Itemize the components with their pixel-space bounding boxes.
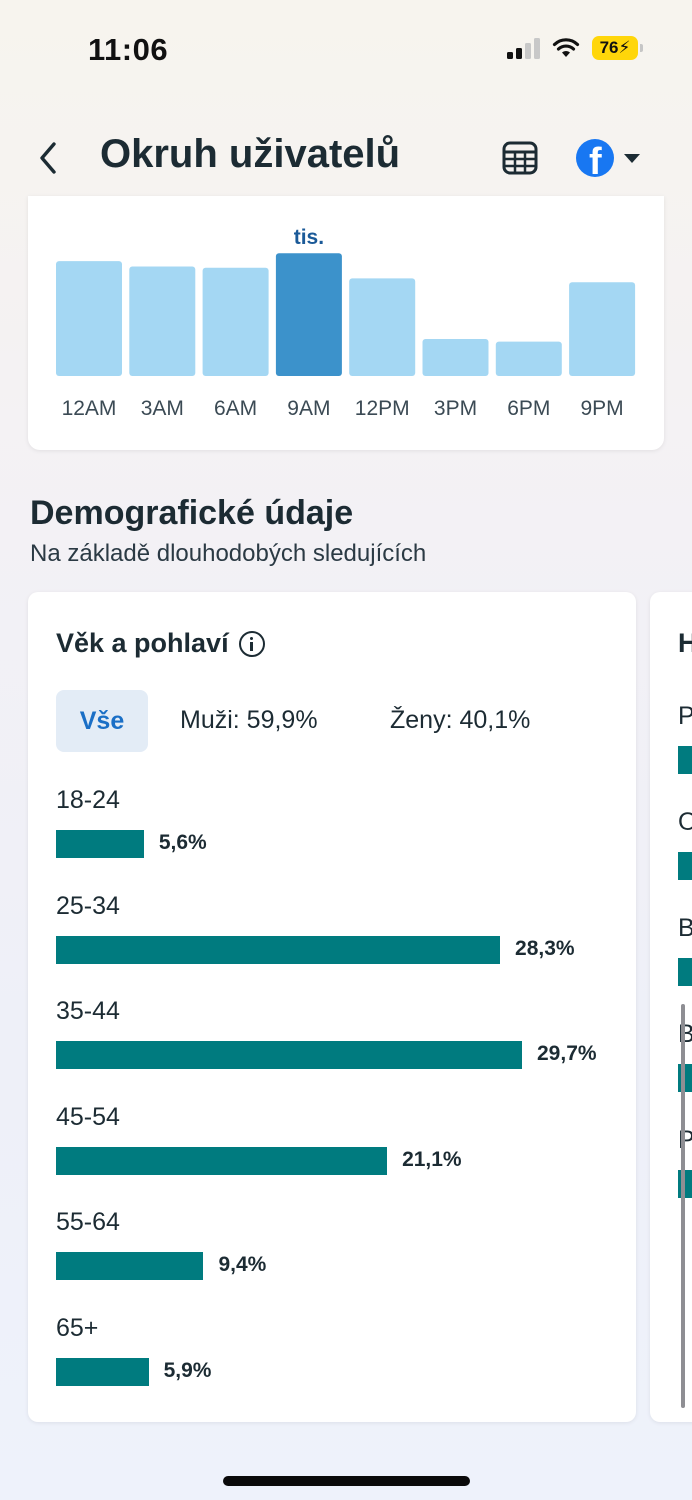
x-tick-label: 6PM bbox=[507, 397, 550, 420]
top-nav-bar: Okruh uživatelů f bbox=[0, 118, 692, 198]
info-icon[interactable] bbox=[238, 630, 265, 657]
wifi-icon bbox=[552, 38, 580, 57]
x-tick-label: 12PM bbox=[355, 397, 410, 420]
age-row: 35-44 29,7% bbox=[56, 997, 616, 1103]
demographics-subtitle: Na základě dlouhodobých sledujících bbox=[30, 540, 427, 567]
age-percent-value: 5,9% bbox=[163, 1358, 212, 1382]
age-bar bbox=[56, 1357, 149, 1386]
next-card-bar bbox=[678, 958, 692, 986]
age-percent-value: 5,6% bbox=[158, 831, 207, 854]
home-indicator[interactable] bbox=[223, 1476, 470, 1486]
age-range-label: 45-54 bbox=[56, 1102, 120, 1131]
page-title: Okruh uživatelů bbox=[100, 132, 401, 176]
age-bar bbox=[56, 1146, 388, 1175]
charging-bolt-icon: ⚡︎ bbox=[618, 38, 631, 57]
demographics-title: Demografické údaje bbox=[30, 494, 354, 532]
age-bar bbox=[56, 1041, 522, 1069]
age-bar bbox=[56, 935, 501, 964]
x-tick-label: 9AM bbox=[287, 397, 330, 420]
age-bar bbox=[56, 1252, 204, 1280]
age-range-label: 65+ bbox=[56, 1313, 99, 1342]
age-range-label: 25-34 bbox=[56, 891, 120, 920]
next-card-item-label: B bbox=[678, 914, 692, 942]
next-card-title: H bbox=[678, 628, 692, 658]
filter-men-button[interactable]: Muži: 59,9% bbox=[180, 706, 318, 734]
age-percent-value: 9,4% bbox=[218, 1253, 267, 1276]
x-tick-label: 9PM bbox=[581, 397, 624, 420]
activity-bar-9am[interactable] bbox=[275, 253, 342, 376]
filter-all-button[interactable]: Vše bbox=[56, 690, 148, 752]
chevron-left-icon bbox=[40, 142, 56, 174]
age-percent-value: 28,3% bbox=[515, 936, 575, 960]
table-view-button[interactable] bbox=[500, 138, 540, 178]
activity-bar-12am[interactable] bbox=[56, 261, 122, 376]
age-row: 55-64 9,4% bbox=[56, 1208, 616, 1314]
activity-bar-9pm[interactable] bbox=[569, 282, 636, 376]
account-switcher-button[interactable]: f bbox=[576, 136, 652, 180]
age-row: 65+ 5,9% bbox=[56, 1314, 616, 1420]
x-tick-label: 3AM bbox=[141, 397, 184, 420]
next-card-bar bbox=[678, 852, 692, 880]
age-gender-card: Věk a pohlaví Vše Muži: 59,9% Ženy: 40,1… bbox=[28, 592, 636, 1422]
status-time: 11:06 bbox=[88, 32, 169, 67]
x-tick-label: 6AM bbox=[214, 397, 257, 420]
status-icons: 76 ⚡︎ bbox=[507, 36, 643, 60]
battery-level: 76 bbox=[599, 38, 619, 57]
activity-bar-3am[interactable] bbox=[129, 266, 196, 376]
age-gender-title-row: Věk a pohlaví bbox=[56, 628, 265, 659]
age-gender-title: Věk a pohlaví bbox=[56, 628, 229, 658]
x-tick-label: 12AM bbox=[62, 397, 117, 420]
age-distribution-list: 18-24 5,6% 25-34 28,3% 35-44 29,7% 45-54… bbox=[56, 786, 616, 1419]
age-percent-value: 21,1% bbox=[402, 1147, 462, 1171]
facebook-icon: f bbox=[576, 139, 614, 177]
battery-icon: 76 ⚡︎ bbox=[592, 36, 643, 60]
cellular-signal-icon bbox=[507, 37, 540, 59]
age-percent-value: 29,7% bbox=[537, 1042, 597, 1065]
caret-down-icon bbox=[624, 153, 640, 163]
activity-chart-card: 12AM 3AM 6AM 9AM tis. 12PM 3PM 6PM 9PM bbox=[28, 196, 664, 450]
age-range-label: 55-64 bbox=[56, 1208, 120, 1236]
next-card-bar bbox=[678, 746, 692, 774]
highlighted-bar-label: tis. bbox=[294, 226, 324, 249]
age-range-label: 35-44 bbox=[56, 997, 120, 1025]
x-tick-label: 3PM bbox=[434, 397, 477, 420]
age-row: 45-54 21,1% bbox=[56, 1103, 616, 1209]
horizontal-scroll-indicator bbox=[681, 1004, 685, 1408]
activity-bar-6am[interactable] bbox=[202, 267, 269, 376]
table-icon bbox=[502, 141, 538, 175]
age-bar bbox=[56, 830, 144, 858]
age-range-label: 18-24 bbox=[56, 786, 120, 814]
next-demographic-card[interactable]: H P O B B P bbox=[650, 592, 692, 1422]
activity-bar-12pm[interactable] bbox=[349, 278, 416, 376]
activity-bar-6pm[interactable] bbox=[495, 341, 562, 376]
activity-bar-chart: 12AM 3AM 6AM 9AM tis. 12PM 3PM 6PM 9PM bbox=[56, 226, 636, 420]
age-row: 25-34 28,3% bbox=[56, 892, 616, 998]
activity-bar-3pm[interactable] bbox=[422, 339, 489, 376]
next-card-item-label: P bbox=[678, 702, 692, 730]
next-card-item-label: O bbox=[678, 808, 692, 836]
back-button[interactable] bbox=[32, 136, 72, 180]
filter-women-button[interactable]: Ženy: 40,1% bbox=[390, 706, 531, 734]
age-row: 18-24 5,6% bbox=[56, 786, 616, 892]
